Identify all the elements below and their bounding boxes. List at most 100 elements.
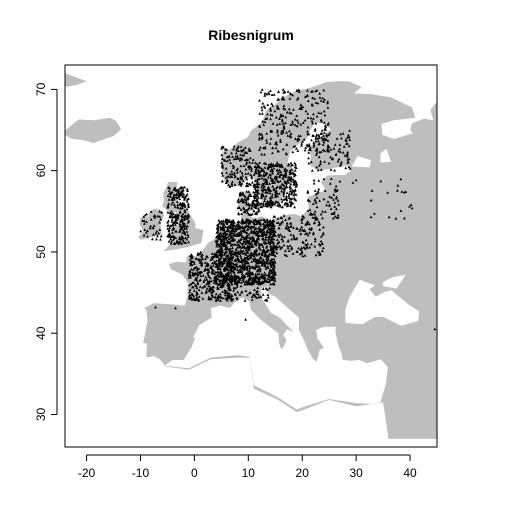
lake-onega: [380, 148, 392, 163]
occurrence-point: [322, 88, 326, 92]
occurrence-point: [231, 255, 235, 258]
occurrence-point: [227, 265, 231, 268]
occurrence-point: [322, 148, 325, 151]
occurrence-point: [255, 199, 258, 202]
occurrence-point: [294, 163, 297, 166]
occurrence-point: [280, 132, 283, 135]
occurrence-point: [170, 202, 174, 206]
occurrence-point: [254, 277, 257, 280]
occurrence-point: [275, 200, 279, 203]
occurrence-point: [402, 190, 406, 194]
occurrence-point: [252, 190, 255, 194]
occurrence-point: [261, 228, 265, 231]
occurrence-point: [188, 290, 191, 294]
occurrence-point: [199, 250, 203, 254]
occurrence-point: [257, 258, 261, 262]
occurrence-point: [181, 212, 185, 216]
occurrence-point: [256, 163, 260, 167]
occurrence-point: [261, 202, 265, 205]
occurrence-point: [242, 207, 246, 210]
occurrence-point: [246, 246, 249, 250]
occurrence-point: [301, 105, 305, 109]
occurrence-point: [230, 281, 233, 284]
occurrence-point: [196, 281, 200, 284]
occurrence-point: [286, 178, 290, 182]
occurrence-point: [273, 202, 277, 206]
occurrence-point: [281, 128, 285, 132]
occurrence-point: [291, 122, 295, 126]
occurrence-point: [258, 243, 261, 246]
occurrence-point: [327, 133, 330, 137]
occurrence-point: [182, 240, 186, 244]
occurrence-point: [216, 243, 220, 246]
occurrence-point: [220, 171, 224, 175]
occurrence-point: [214, 279, 218, 282]
occurrence-point: [293, 169, 297, 172]
occurrence-point: [169, 242, 173, 245]
occurrence-point: [233, 277, 236, 281]
occurrence-point: [264, 180, 267, 183]
occurrence-point: [220, 264, 224, 268]
occurrence-point: [255, 292, 258, 295]
occurrence-point: [322, 121, 326, 124]
x-tick-label: 20: [296, 466, 310, 480]
occurrence-point: [346, 161, 350, 164]
occurrence-point: [323, 160, 326, 163]
occurrence-point: [283, 180, 287, 183]
occurrence-point: [278, 138, 282, 141]
occurrence-point: [289, 222, 293, 225]
occurrence-point: [191, 285, 195, 289]
occurrence-point: [194, 276, 198, 280]
occurrence-point: [309, 228, 313, 231]
occurrence-point: [290, 168, 293, 171]
occurrence-point: [189, 282, 193, 286]
occurrence-point: [228, 247, 232, 250]
occurrence-point: [264, 233, 268, 236]
occurrence-point: [318, 252, 322, 255]
occurrence-point: [259, 218, 263, 221]
occurrence-point: [250, 225, 253, 229]
occurrence-point: [235, 285, 239, 288]
occurrence-point: [373, 212, 376, 215]
occurrence-point: [208, 288, 212, 292]
occurrence-point: [254, 249, 258, 253]
occurrence-point: [292, 189, 296, 193]
occurrence-point: [167, 223, 171, 227]
occurrence-point: [271, 122, 275, 125]
occurrence-point: [181, 231, 184, 234]
occurrence-point: [229, 236, 233, 240]
occurrence-point: [262, 168, 265, 172]
occurrence-point: [214, 274, 218, 277]
occurrence-point: [245, 158, 249, 161]
occurrence-point: [286, 202, 289, 206]
occurrence-point: [228, 240, 232, 243]
occurrence-point: [346, 153, 349, 156]
occurrence-point: [231, 228, 234, 232]
occurrence-point: [173, 223, 177, 226]
occurrence-point: [264, 238, 268, 241]
occurrence-point: [277, 192, 281, 195]
occurrence-point: [264, 279, 268, 282]
occurrence-point: [251, 236, 255, 239]
occurrence-point: [182, 192, 186, 196]
occurrence-point: [224, 251, 227, 255]
occurrence-point: [287, 196, 291, 199]
occurrence-point: [292, 196, 296, 200]
occurrence-point: [243, 261, 247, 265]
occurrence-point: [253, 165, 257, 168]
occurrence-point: [263, 273, 267, 276]
occurrence-point: [217, 261, 221, 265]
occurrence-point: [315, 147, 319, 150]
occurrence-point: [256, 289, 259, 293]
occurrence-point: [307, 132, 311, 136]
occurrence-point: [243, 146, 247, 149]
occurrence-point: [174, 306, 177, 310]
occurrence-point: [215, 259, 218, 262]
occurrence-point: [319, 212, 323, 216]
occurrence-point: [187, 205, 190, 209]
occurrence-point: [241, 219, 245, 223]
occurrence-point: [218, 279, 222, 282]
occurrence-point: [250, 298, 254, 301]
occurrence-point: [222, 242, 225, 245]
occurrence-point: [170, 215, 174, 218]
